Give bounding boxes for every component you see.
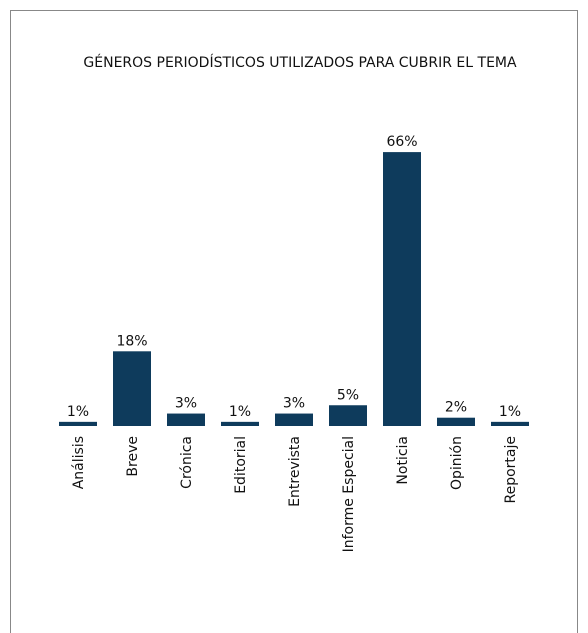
x-tick-label: Editorial: [233, 436, 249, 494]
value-label: 18%: [116, 333, 147, 349]
chart-title: GÉNEROS PERIODÍSTICOS UTILIZADOS PARA CU…: [83, 54, 517, 71]
bar: [113, 351, 151, 426]
value-label: 1%: [229, 404, 251, 420]
x-tick-label: Reportaje: [503, 436, 519, 504]
bar: [383, 152, 421, 426]
bar: [329, 405, 367, 426]
x-tick-label: Crónica: [179, 436, 195, 489]
value-label: 66%: [386, 134, 417, 150]
frame: [10, 10, 578, 633]
x-tick-label: Entrevista: [287, 436, 303, 507]
bar: [221, 421, 259, 426]
bar: [491, 421, 529, 426]
bar: [437, 417, 475, 426]
x-tick-label: Opinión: [449, 436, 465, 490]
bar: [275, 413, 313, 426]
x-tick-label: Noticia: [395, 436, 411, 485]
bar: [59, 421, 97, 426]
x-tick-label: Breve: [125, 436, 141, 477]
value-label: 1%: [67, 404, 89, 420]
value-label: 3%: [175, 396, 197, 412]
x-tick-label: Análisis: [71, 436, 87, 489]
value-label: 5%: [337, 387, 359, 403]
value-label: 3%: [283, 396, 305, 412]
x-tick-label: Informe Especial: [341, 436, 357, 552]
bar: [167, 413, 205, 426]
value-label: 2%: [445, 400, 467, 416]
value-label: 1%: [499, 404, 521, 420]
